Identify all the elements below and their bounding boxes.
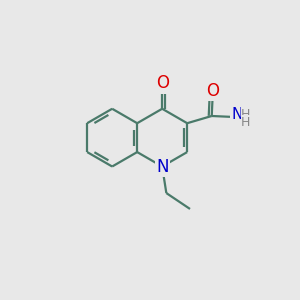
- Text: N: N: [156, 158, 168, 175]
- Text: O: O: [156, 74, 169, 92]
- Text: H: H: [241, 108, 250, 121]
- Text: H: H: [241, 116, 250, 129]
- Text: N: N: [232, 107, 243, 122]
- Text: O: O: [206, 82, 219, 100]
